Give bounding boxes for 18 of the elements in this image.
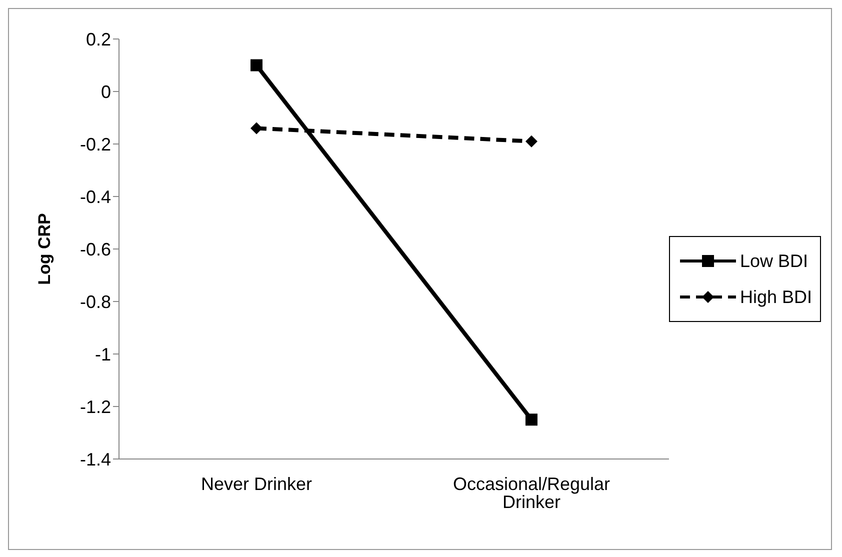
y-tick-label: -1.4 <box>80 449 111 470</box>
y-tick-label: -0.2 <box>80 134 111 154</box>
y-tick-label: -1 <box>94 344 111 364</box>
point <box>525 414 538 426</box>
legend-label: High BDI <box>740 286 812 308</box>
y-tick-label: 0 <box>100 82 111 102</box>
y-tick-label: -0.4 <box>80 186 111 207</box>
x-tick-label: Occasional/Regular Drinker <box>452 474 610 512</box>
y-axis-title: Log CRP <box>35 213 54 285</box>
point <box>250 122 262 134</box>
point <box>250 59 262 72</box>
x-tick-label: Never Drinker <box>200 474 312 494</box>
y-tick-label: -1.2 <box>80 396 111 417</box>
y-tick-label: 0.2 <box>86 29 111 50</box>
legend-label: Low BDI <box>740 250 808 272</box>
point <box>525 135 538 148</box>
y-tick-label: -0.8 <box>80 292 111 312</box>
y-tick-label: -0.6 <box>80 239 111 260</box>
